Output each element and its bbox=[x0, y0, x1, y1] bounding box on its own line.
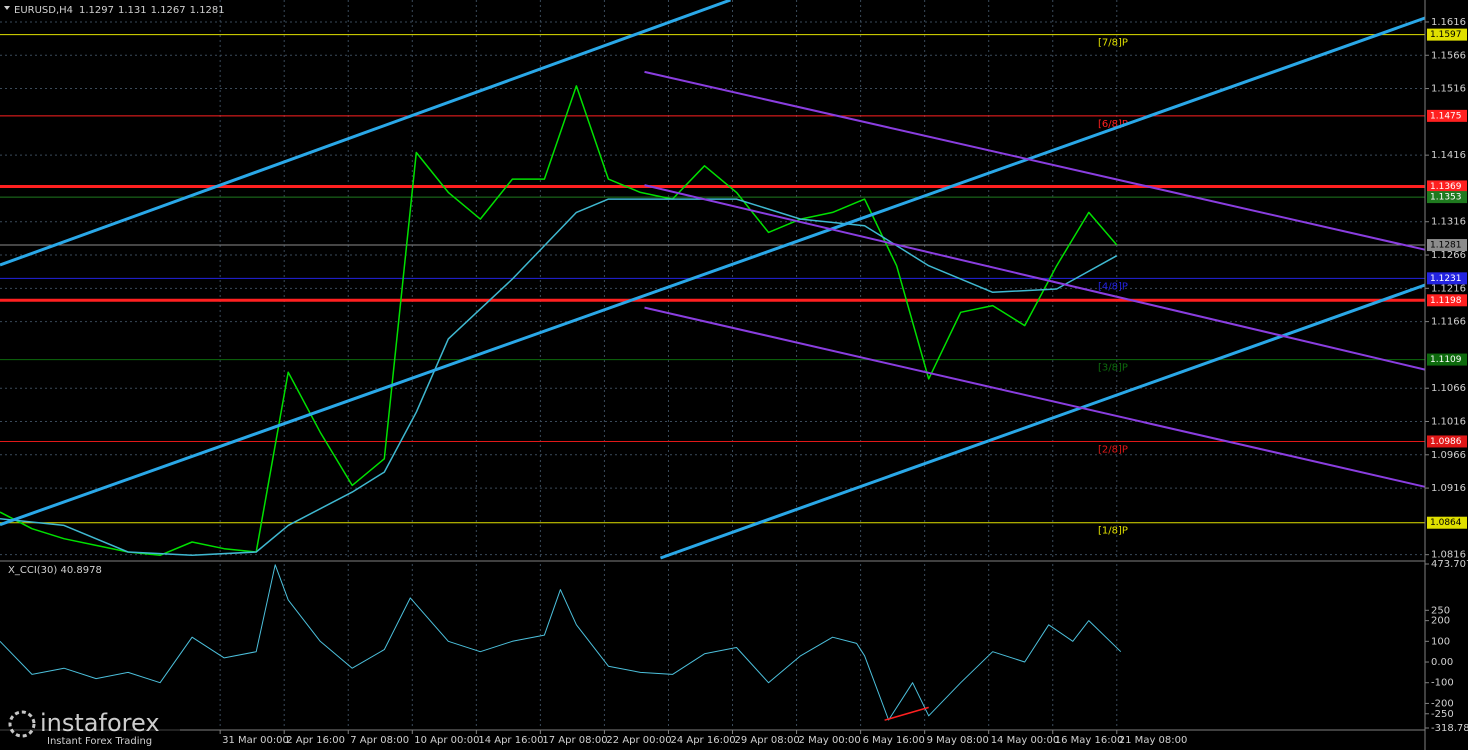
series-line bbox=[644, 306, 1426, 488]
level-label: 1.1231 bbox=[1430, 274, 1462, 284]
level-label: 1.1109 bbox=[1430, 355, 1462, 365]
y-tick-label: 1.1416 bbox=[1431, 150, 1466, 161]
symbol-header: EURUSD,H4 1.1297 1.131 1.1267 1.1281 bbox=[14, 5, 225, 16]
level-tag: [1/8]P bbox=[1098, 526, 1128, 537]
level-box bbox=[1427, 239, 1467, 252]
level-label: 1.0986 bbox=[1430, 437, 1462, 447]
x-tick-label: 10 Apr 00:00 bbox=[414, 735, 479, 746]
y-tick-label: 0.00 bbox=[1431, 657, 1453, 668]
series-line bbox=[0, 85, 1118, 557]
symbol: EURUSD,H4 bbox=[14, 5, 73, 16]
x-tick-label: 24 Apr 16:00 bbox=[670, 735, 735, 746]
y-tick-label: 1.1266 bbox=[1431, 250, 1466, 261]
y-tick-label: 1.0816 bbox=[1431, 550, 1466, 561]
series-line bbox=[0, 0, 732, 267]
y-tick-label: -100 bbox=[1431, 678, 1454, 689]
x-tick-label: 9 May 08:00 bbox=[927, 735, 989, 746]
series-line bbox=[644, 70, 1426, 251]
x-tick-label: 14 May 00:00 bbox=[991, 735, 1060, 746]
header-arrow bbox=[4, 6, 10, 10]
level-tag: [3/8]P bbox=[1098, 363, 1128, 374]
y-tick-label: 1.1566 bbox=[1431, 50, 1466, 61]
x-tick-label: 31 Mar 00:00 bbox=[222, 735, 289, 746]
watermark: instaforex Instant Forex Trading bbox=[0, 705, 180, 750]
close: 1.1281 bbox=[190, 5, 225, 16]
series-line bbox=[884, 706, 929, 721]
level-box bbox=[1427, 180, 1467, 193]
x-tick-label: 16 May 16:00 bbox=[1055, 735, 1124, 746]
watermark-icon bbox=[8, 710, 36, 738]
level-box bbox=[1427, 516, 1467, 529]
y-tick-label: 1.1316 bbox=[1431, 217, 1466, 228]
series-line bbox=[0, 16, 1426, 527]
y-tick-label: -250 bbox=[1431, 709, 1454, 720]
level-label: 1.1369 bbox=[1430, 182, 1462, 192]
open: 1.1297 bbox=[79, 5, 114, 16]
series-line bbox=[659, 283, 1426, 560]
y-tick-label: 200 bbox=[1431, 616, 1450, 627]
level-box bbox=[1427, 191, 1467, 204]
plot: [7/8]P [6/8]P [4/8]P [3/8]P [2/8]P [1/8]P bbox=[0, 0, 1426, 721]
y-tick-label: 100 bbox=[1431, 636, 1450, 647]
x-tick-label: 22 Apr 00:00 bbox=[606, 735, 671, 746]
level-box bbox=[1427, 353, 1467, 366]
series-line bbox=[0, 198, 1118, 557]
level-box bbox=[1427, 294, 1467, 307]
level-tag: [4/8]P bbox=[1098, 281, 1128, 292]
x-tick-label: 7 Apr 08:00 bbox=[350, 735, 409, 746]
x-tick-label: 2 May 00:00 bbox=[799, 735, 861, 746]
y-tick-label: 1.1216 bbox=[1431, 283, 1466, 294]
level-label: 1.1198 bbox=[1430, 296, 1462, 306]
y-tick-label: 1.1166 bbox=[1431, 317, 1466, 328]
indicator-title: X_CCI(30) 40.8978 bbox=[8, 565, 102, 576]
level-label: 1.1281 bbox=[1430, 241, 1462, 251]
high: 1.131 bbox=[118, 5, 147, 16]
level-tag: [7/8]P bbox=[1098, 38, 1128, 49]
x-tick-label: 6 May 16:00 bbox=[863, 735, 925, 746]
watermark-brand: instaforex bbox=[40, 709, 160, 737]
grid bbox=[0, 0, 1425, 728]
y-tick-label: 1.1616 bbox=[1431, 17, 1466, 28]
level-label: 1.0864 bbox=[1430, 518, 1462, 528]
watermark-bg bbox=[0, 705, 180, 750]
level-tag: [2/8]P bbox=[1098, 444, 1128, 455]
level-box bbox=[1427, 435, 1467, 448]
level-label: 1.1353 bbox=[1430, 193, 1462, 203]
y-tick-label: 473.707 bbox=[1431, 559, 1468, 570]
low: 1.1267 bbox=[151, 5, 186, 16]
y-tick-label: 1.0966 bbox=[1431, 450, 1466, 461]
watermark-tagline: Instant Forex Trading bbox=[47, 736, 152, 747]
x-tick-label: 2 Apr 16:00 bbox=[286, 735, 345, 746]
y-tick-label: -318.786 bbox=[1431, 723, 1468, 734]
level-label: 1.1597 bbox=[1430, 30, 1462, 40]
x-tick-label: 17 Apr 08:00 bbox=[542, 735, 607, 746]
series-line bbox=[644, 184, 1426, 371]
level-label: 1.1475 bbox=[1430, 111, 1462, 121]
axes: 1.16161.15661.15161.14161.13161.12661.12… bbox=[219, 17, 1468, 746]
y-tick-label: 1.1516 bbox=[1431, 84, 1466, 95]
y-tick-label: 1.1016 bbox=[1431, 416, 1466, 427]
x-tick-label: 29 Apr 08:00 bbox=[735, 735, 800, 746]
y-tick-label: -200 bbox=[1431, 698, 1454, 709]
level-box bbox=[1427, 28, 1467, 41]
y-tick-label: 1.1066 bbox=[1431, 383, 1466, 394]
y-tick-label: 250 bbox=[1431, 605, 1450, 616]
y-tick-label: 1.0916 bbox=[1431, 483, 1466, 494]
x-tick-label: 14 Apr 16:00 bbox=[478, 735, 543, 746]
x-tick-label: 21 May 08:00 bbox=[1119, 735, 1188, 746]
level-box bbox=[1427, 272, 1467, 285]
level-box bbox=[1427, 109, 1467, 122]
series-line bbox=[0, 564, 1122, 721]
level-tag: [6/8]P bbox=[1098, 119, 1128, 130]
